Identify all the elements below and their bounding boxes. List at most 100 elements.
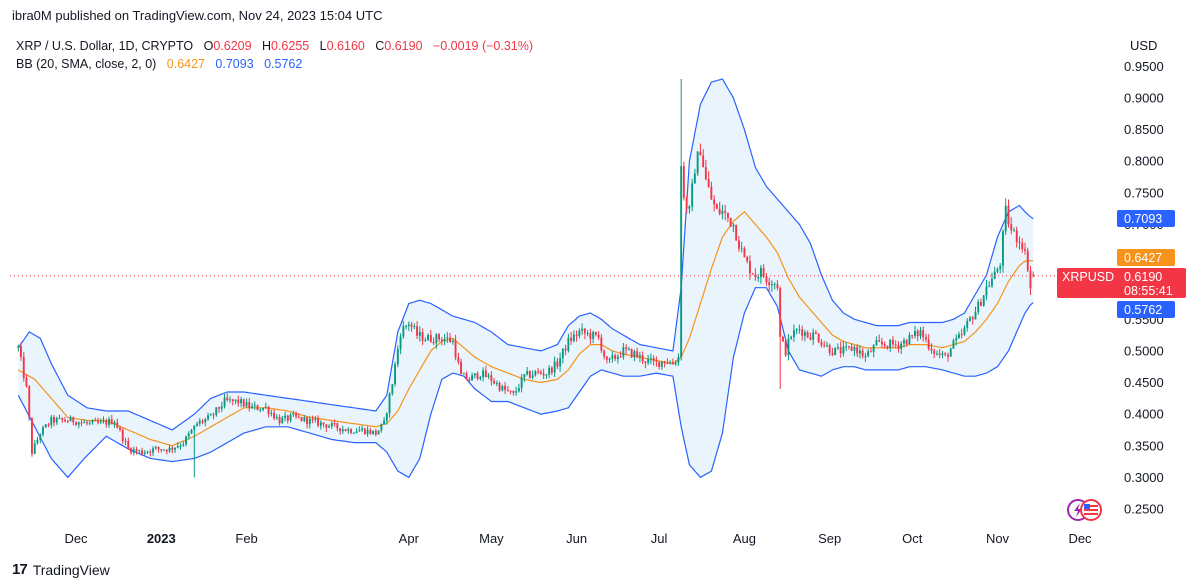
candle-body [20, 346, 22, 357]
candle [660, 361, 663, 370]
candle-body [916, 331, 919, 337]
currency-label[interactable]: USD [1130, 38, 1158, 53]
legend-symbol[interactable]: XRP / U.S. Dollar, 1D, CRYPTO [16, 39, 194, 53]
candle [50, 414, 53, 429]
candle-body [306, 417, 308, 425]
candle-body [966, 320, 969, 328]
candle [317, 415, 319, 428]
candle-body [886, 345, 889, 349]
candle-body [454, 340, 457, 358]
candle-body [484, 370, 487, 377]
candle-body [528, 371, 531, 378]
candle [226, 393, 229, 402]
candle-body [806, 332, 809, 338]
candle-body [372, 430, 374, 434]
candle-body [727, 212, 729, 218]
candle-body [391, 384, 394, 394]
candle [930, 343, 933, 354]
candle-body [226, 397, 229, 401]
candle [1015, 226, 1018, 248]
candle-body [506, 389, 509, 391]
candle-body [556, 361, 559, 367]
candle [402, 320, 405, 339]
basis-tag: 0.6427 [1124, 251, 1162, 265]
candle-body [749, 261, 751, 274]
candle [801, 325, 804, 341]
candle-body [39, 434, 42, 440]
candle-body [229, 399, 231, 401]
candle [713, 195, 716, 212]
flag-stripe-2 [1084, 509, 1098, 511]
candle-body [834, 347, 837, 355]
candle-body [201, 420, 204, 423]
event-badges[interactable] [1067, 499, 1102, 521]
candle [141, 447, 143, 456]
candle-body [649, 358, 652, 360]
candle-body [198, 420, 201, 424]
candle-body [432, 341, 435, 344]
candle [636, 347, 639, 359]
candle-body [171, 447, 174, 450]
candle-body [75, 422, 77, 425]
legend-symbol-row[interactable]: XRP / U.S. Dollar, 1D, CRYPTO O0.6209 H0… [16, 37, 533, 55]
candle [740, 241, 743, 253]
footer-brand[interactable]: TradingView [32, 561, 110, 578]
candle-body [889, 340, 892, 349]
candle [143, 450, 146, 456]
candle-body [740, 248, 743, 250]
legend-high-label: H [261, 39, 271, 53]
candle-body [542, 373, 545, 376]
candle [275, 414, 278, 420]
footer[interactable]: 17 TradingView [12, 561, 110, 578]
candle-body [1021, 242, 1024, 250]
candle [473, 373, 476, 379]
lower-band-tag-bg [1117, 301, 1175, 318]
x-tick-label: Aug [733, 531, 756, 546]
candle-body [424, 340, 427, 342]
candle-body [616, 356, 619, 359]
candle [1013, 227, 1015, 232]
candle-body [253, 405, 256, 407]
candle [663, 360, 666, 368]
candle [303, 415, 306, 423]
candle-body [72, 417, 75, 423]
candle-body [234, 399, 237, 402]
tradingview-logo-icon[interactable]: 17 [12, 561, 28, 578]
legend-bb-row[interactable]: BB (20, SMA, close, 2, 0) 0.6427 0.7093 … [16, 55, 533, 73]
candle [999, 263, 1002, 274]
candle [966, 318, 969, 332]
candle [267, 405, 270, 418]
candle [625, 344, 628, 355]
candle [498, 381, 501, 392]
candle-body [559, 358, 562, 367]
candle-body [586, 333, 589, 334]
candle-body [660, 361, 663, 367]
candle [207, 412, 209, 421]
candle [215, 407, 218, 417]
candle [218, 406, 220, 413]
legend-bb-label[interactable]: BB (20, SMA, close, 2, 0) [16, 57, 157, 71]
candle [592, 330, 595, 344]
candle-body [204, 419, 207, 423]
candle [319, 420, 322, 430]
candle-body [861, 350, 864, 357]
candle [138, 449, 141, 454]
candle-body [925, 337, 927, 340]
candle [908, 332, 911, 345]
candle [468, 377, 471, 384]
candle [630, 348, 633, 358]
bollinger-fill [18, 79, 1034, 478]
candle-body [215, 407, 218, 415]
candle-body [553, 361, 556, 373]
candle-body [691, 183, 694, 207]
candle-body [848, 346, 850, 348]
candle [793, 324, 795, 342]
candle [614, 353, 617, 362]
candle [119, 425, 121, 432]
candle [396, 345, 399, 368]
candle [820, 339, 823, 348]
candle-body [308, 418, 311, 425]
x-axis[interactable]: Dec 2023 Feb Apr May Jun Jul Aug Sep Oct Nov Dec [64, 531, 1092, 546]
candle [627, 346, 630, 351]
